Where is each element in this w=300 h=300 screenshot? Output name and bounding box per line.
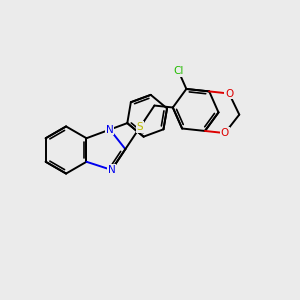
Text: O: O — [221, 128, 229, 138]
Text: N: N — [108, 165, 116, 175]
Text: N: N — [106, 124, 114, 135]
Text: S: S — [137, 122, 143, 132]
Text: Cl: Cl — [173, 67, 184, 76]
Text: O: O — [225, 88, 233, 98]
